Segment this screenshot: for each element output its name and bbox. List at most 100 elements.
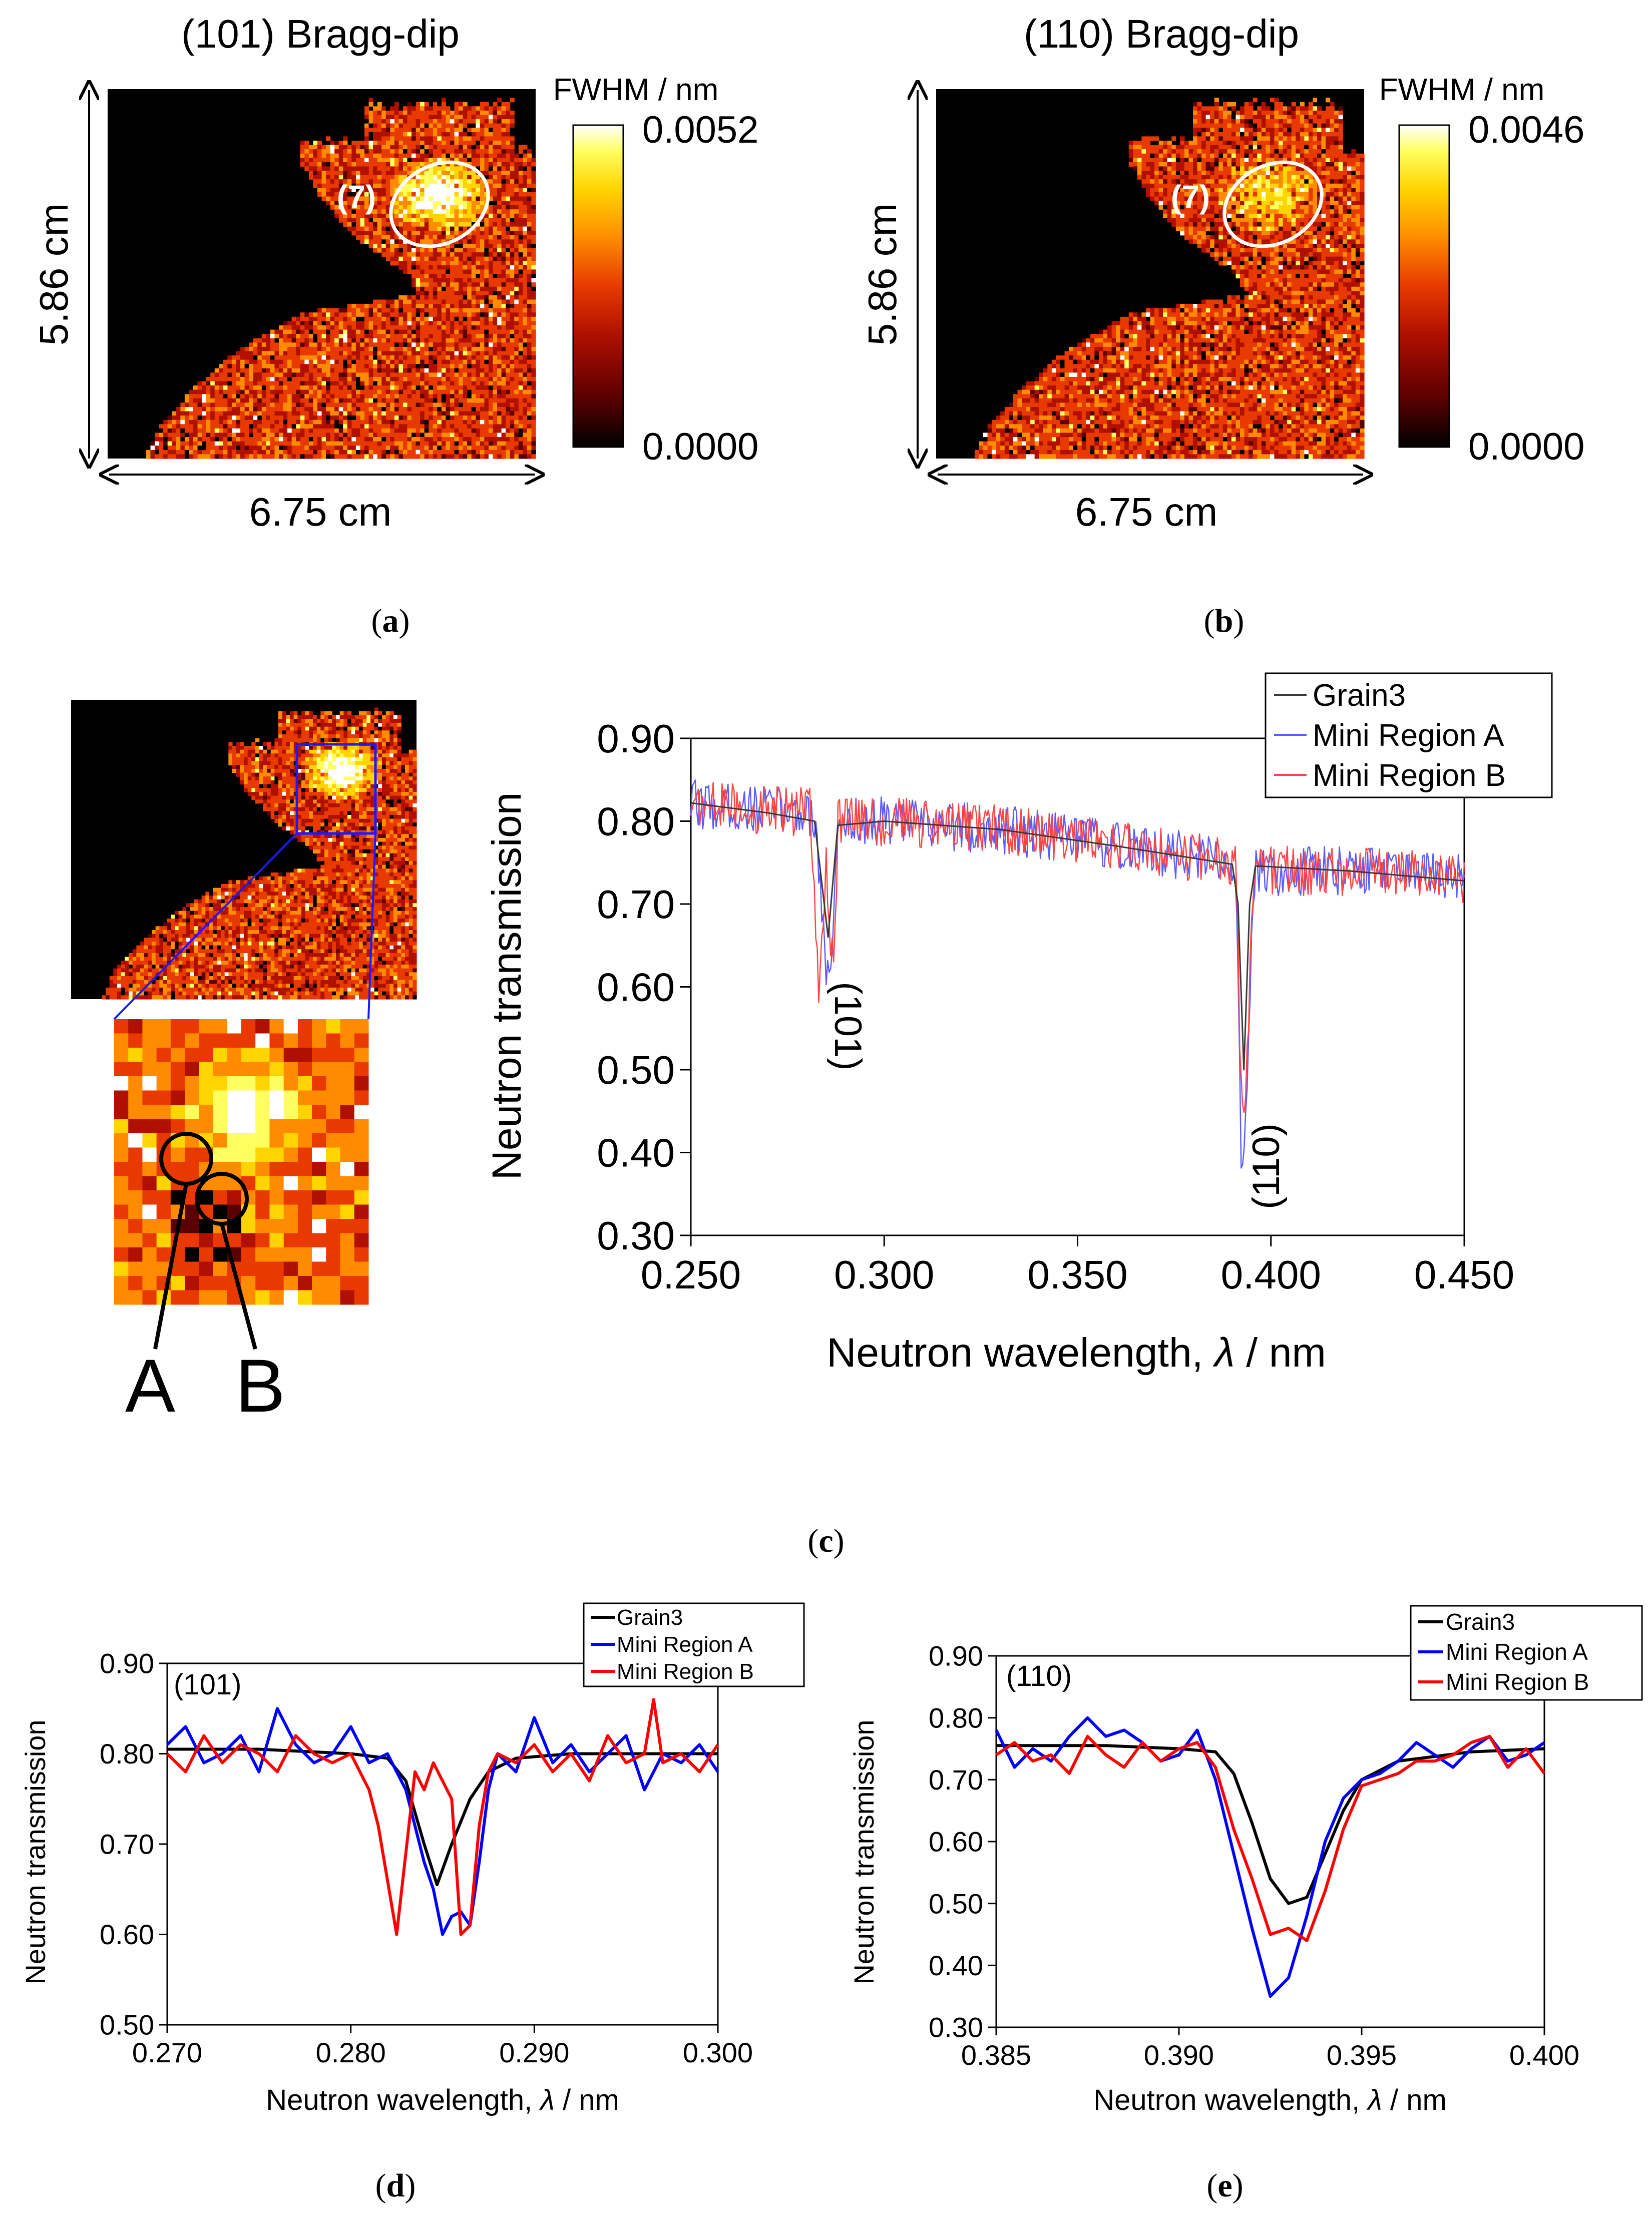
map-pixel [334,153,339,158]
map-pixel [368,218,373,223]
map-pixel [274,368,279,373]
map-pixel [416,201,421,206]
map-pixel [518,299,523,304]
map-pixel [459,252,464,257]
map-pixel [493,351,498,356]
map-pixel [488,213,494,219]
map-pixel [416,437,421,442]
map-pixel [407,171,412,176]
map-pixel [402,441,408,446]
map-pixel [437,153,442,158]
map-pixel [480,286,485,291]
map-pixel [1257,106,1262,111]
map-pixel [437,351,442,356]
map-pixel [411,454,417,459]
map-pixel [313,149,318,154]
map-pixel [390,308,395,313]
map-pixel [300,415,305,420]
map-pixel [394,162,399,167]
map-pixel [424,359,429,364]
map-pixel [467,432,472,437]
map-pixel [326,446,331,451]
map-pixel [493,183,498,188]
map-pixel [308,441,313,446]
map-pixel [381,312,386,317]
map-pixel [437,218,442,223]
map-pixel [501,325,506,330]
map-pixel [291,355,296,360]
map-pixel [240,372,245,377]
map-pixel [463,355,468,360]
map-pixel [373,342,378,347]
map-pixel [321,145,326,150]
map-pixel [416,119,421,124]
map-pixel [1300,119,1305,124]
map-pixel [253,450,258,455]
map-pixel [450,334,455,339]
map-pixel [266,415,271,420]
map-pixel [437,183,442,188]
map-pixel [351,411,356,416]
map-pixel [441,351,447,356]
map-pixel [377,243,382,249]
map-pixel [514,278,519,283]
map-pixel [424,235,429,240]
map-pixel [146,450,151,455]
map-pixel [351,364,356,369]
map-pixel [527,252,532,257]
map-pixel [411,351,417,356]
map-pixel [1257,123,1262,128]
map-pixel [510,201,515,206]
map-pixel [394,364,399,369]
map-pixel [450,261,455,266]
map-pixel [313,179,318,184]
map-pixel [236,446,241,451]
map-pixel [300,372,305,377]
map-pixel [219,446,224,451]
map-pixel [514,162,519,167]
map-pixel [1193,132,1198,137]
map-pixel [441,299,447,304]
map-pixel [420,376,425,382]
map-pixel [274,355,279,360]
map-pixel [270,355,275,360]
map-pixel [531,158,536,163]
map-pixel [446,321,451,326]
map-pixel [420,261,425,266]
map-pixel [467,295,472,300]
map-pixel [398,364,403,369]
map-pixel [527,381,532,386]
map-pixel [189,424,194,429]
map-pixel [364,149,369,154]
map-pixel [527,325,532,330]
map-pixel [283,364,288,369]
map-pixel [398,381,403,386]
map-pixel [429,355,434,360]
map-pixel [368,243,373,249]
map-pixel [1231,102,1236,107]
map-pixel [313,140,318,146]
map-pixel [308,407,313,412]
map-pixel [531,342,536,347]
map-pixel [1321,136,1326,141]
map-pixel [257,359,262,364]
map-pixel [184,428,190,433]
map-pixel [488,415,494,420]
map-pixel [437,278,442,283]
map-pixel [317,359,322,364]
map-pixel [377,428,382,433]
map-pixel [300,355,305,360]
map-pixel [184,394,190,399]
map-pixel [377,102,382,107]
map-pixel [351,454,356,459]
map-pixel [231,419,237,424]
map-pixel [416,355,421,360]
map-pixel [488,295,494,300]
map-pixel [261,346,266,352]
map-pixel [219,385,224,390]
map-pixel [506,446,511,451]
map-pixel [364,398,369,403]
map-pixel [497,437,502,442]
map-pixel [420,162,425,167]
map-pixel [471,243,476,249]
